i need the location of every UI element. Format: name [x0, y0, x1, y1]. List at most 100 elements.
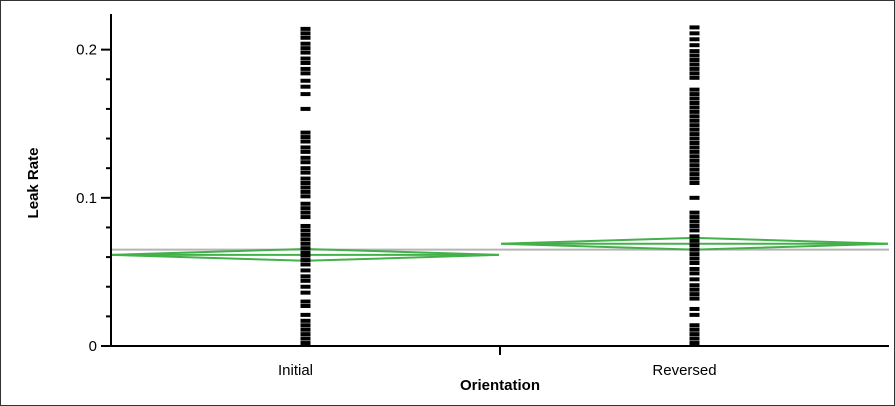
- data-point: [689, 145, 700, 150]
- x-tick-label: Initial: [278, 362, 313, 379]
- data-point: [300, 237, 311, 242]
- data-point: [689, 219, 700, 224]
- data-point: [689, 238, 700, 243]
- data-point: [300, 194, 311, 199]
- data-point: [689, 92, 700, 97]
- data-point: [689, 287, 700, 292]
- data-point: [300, 78, 311, 83]
- data-point: [300, 332, 311, 337]
- data-point: [689, 336, 700, 341]
- data-point: [300, 246, 311, 251]
- data-point: [689, 271, 700, 276]
- data-point: [300, 139, 311, 144]
- data-point: [689, 172, 700, 177]
- data-point: [689, 31, 700, 36]
- data-point: [300, 189, 311, 194]
- data-point: [300, 341, 311, 346]
- data-point: [300, 56, 311, 61]
- data-point: [300, 50, 311, 55]
- data-point: [689, 154, 700, 159]
- data-point: [689, 223, 700, 228]
- data-point: [300, 223, 311, 228]
- data-point: [300, 241, 311, 246]
- data-point: [689, 163, 700, 168]
- data-point: [689, 105, 700, 110]
- data-point: [300, 170, 311, 175]
- data-point: [300, 215, 311, 220]
- y-tick-label: 0.1: [76, 190, 97, 207]
- data-point: [300, 323, 311, 328]
- data-point: [300, 166, 311, 171]
- data-point: [300, 145, 311, 150]
- data-point: [300, 46, 311, 51]
- data-point: [300, 35, 311, 40]
- data-point: [300, 274, 311, 279]
- data-point: [689, 140, 700, 145]
- data-point: [300, 149, 311, 154]
- data-point: [689, 87, 700, 92]
- data-point: [689, 158, 700, 163]
- data-point: [689, 312, 700, 317]
- data-point: [689, 283, 700, 288]
- data-point: [300, 290, 311, 295]
- data-point: [689, 215, 700, 220]
- data-point: [300, 327, 311, 332]
- data-point: [300, 176, 311, 181]
- data-point: [300, 228, 311, 233]
- data-point: [689, 256, 700, 261]
- data-point: [689, 127, 700, 132]
- data-point: [689, 118, 700, 123]
- data-point: [689, 43, 700, 48]
- data-point: [689, 176, 700, 181]
- data-point: [300, 284, 311, 289]
- data-point: [689, 58, 700, 63]
- data-point: [300, 155, 311, 160]
- data-point: [689, 292, 700, 297]
- x-axis-title: Orientation: [460, 377, 540, 394]
- y-axis-title: Leak Rate: [25, 148, 42, 219]
- data-point: [300, 135, 311, 140]
- data-point: [689, 243, 700, 248]
- data-point: [689, 266, 700, 271]
- data-point: [300, 41, 311, 46]
- data-point: [300, 92, 311, 97]
- y-tick-label: 0.2: [76, 42, 97, 59]
- data-point: [300, 206, 311, 211]
- data-point: [689, 327, 700, 332]
- data-point: [689, 96, 700, 101]
- data-point: [689, 332, 700, 337]
- data-point: [300, 26, 311, 31]
- y-tick-layer: 0 0.1 0.2: [76, 42, 111, 355]
- data-point: [300, 262, 311, 267]
- data-points-layer: [300, 25, 700, 346]
- data-point: [300, 185, 311, 190]
- data-point: [689, 53, 700, 58]
- data-point: [689, 37, 700, 42]
- data-point: [300, 181, 311, 185]
- data-point: [689, 62, 700, 67]
- data-point: [689, 149, 700, 154]
- data-point: [689, 109, 700, 114]
- data-point: [300, 250, 311, 255]
- data-point: [689, 167, 700, 172]
- data-point: [300, 84, 311, 89]
- data-point: [300, 278, 311, 283]
- data-point: [689, 71, 700, 76]
- data-point: [300, 336, 311, 341]
- data-point: [689, 323, 700, 328]
- data-point: [689, 210, 700, 215]
- data-point: [689, 296, 700, 301]
- y-tick-label: 0: [89, 338, 97, 355]
- data-point: [300, 106, 311, 111]
- data-point: [689, 277, 700, 282]
- data-point: [300, 232, 311, 237]
- data-point: [300, 66, 311, 71]
- axes-layer: [110, 14, 889, 355]
- data-point: [300, 303, 311, 308]
- data-point: [300, 312, 311, 317]
- data-point: [689, 136, 700, 141]
- data-point: [300, 318, 311, 323]
- data-point: [300, 268, 311, 273]
